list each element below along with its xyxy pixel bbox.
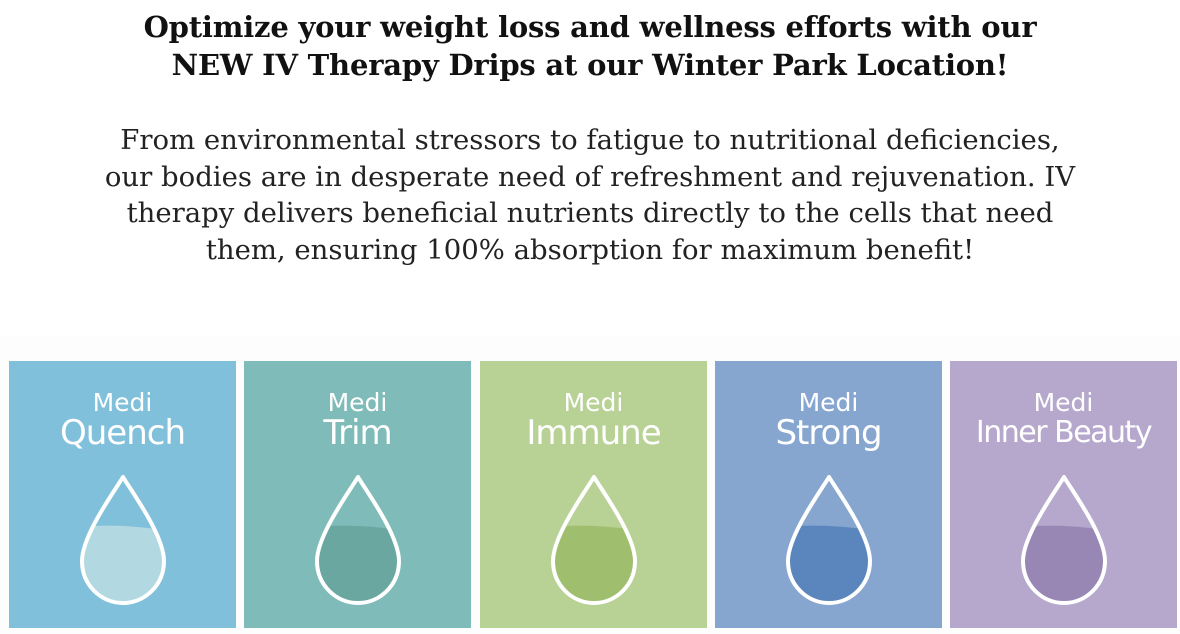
intro-line-2: our bodies are in desperate need of refr… — [104, 160, 1076, 193]
water-drop-icon — [551, 475, 637, 605]
drip-name: Immune — [526, 413, 661, 453]
drip-name: Inner Beauty — [975, 415, 1153, 450]
intro-paragraph: From environmental stressors to fatigue … — [30, 122, 1150, 268]
headline-line-1: Optimize your weight loss and wellness e… — [143, 10, 1037, 44]
headline: Optimize your weight loss and wellness e… — [0, 8, 1180, 84]
drip-prefix: Medi — [1033, 388, 1094, 417]
water-drop-icon — [786, 475, 872, 605]
water-drop-icon — [1021, 475, 1107, 605]
water-drop-icon — [80, 475, 166, 605]
headline-line-2: NEW IV Therapy Drips at our Winter Park … — [171, 48, 1009, 82]
drip-prefix: Medi — [563, 388, 624, 417]
drip-prefix: Medi — [798, 388, 859, 417]
drip-panel-strong[interactable]: Medi Strong — [715, 361, 942, 628]
drip-name: Trim — [323, 413, 392, 453]
drip-name: Strong — [775, 413, 882, 453]
drip-panel-trim[interactable]: Medi Trim — [244, 361, 471, 628]
intro-line-3: therapy delivers beneficial nutrients di… — [126, 197, 1054, 229]
drip-prefix: Medi — [327, 388, 388, 417]
drip-name: Quench — [59, 413, 186, 453]
drip-prefix: Medi — [92, 388, 153, 417]
intro-line-4: them, ensuring 100% absorption for maxim… — [205, 233, 975, 266]
drip-panel-quench[interactable]: Medi Quench — [9, 361, 236, 628]
intro-line-1: From environmental stressors to fatigue … — [120, 124, 1060, 156]
drip-panel-inner-beauty[interactable]: Medi Inner Beauty — [950, 361, 1177, 628]
drip-panels: Medi Quench Medi Trim Medi Immune Medi S… — [0, 336, 1180, 634]
water-drop-icon — [315, 475, 401, 605]
drip-panel-immune[interactable]: Medi Immune — [480, 361, 707, 628]
